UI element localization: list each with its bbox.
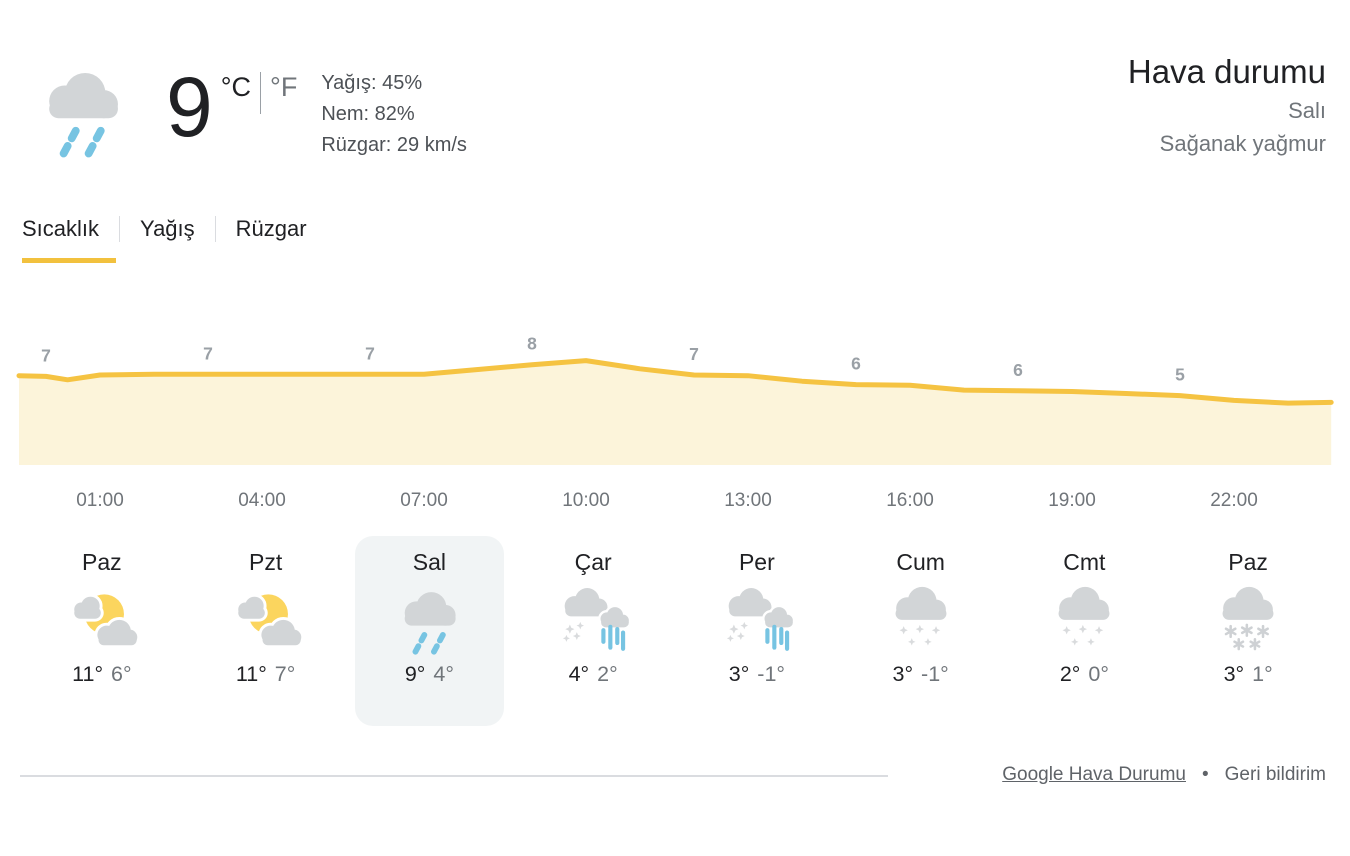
header-right: Hava durumu Salı Sağanak yağmur: [1128, 50, 1326, 160]
precipitation-stat: Yağış: 45%: [321, 72, 423, 94]
day-name: Cum: [896, 549, 945, 575]
chart-value-label: 6: [1013, 360, 1023, 380]
low-temp: 0°: [1088, 662, 1109, 686]
time-tick-label: 04:00: [238, 490, 286, 511]
time-tick-label: 22:00: [1210, 490, 1258, 511]
selected-day-label: Salı: [1288, 98, 1326, 123]
daily-forecast: Paz 11° 6° Pzt 11° 7° Sal 9° 4° Çar 4° 2…: [20, 536, 1330, 726]
forecast-day-cmt[interactable]: Cmt 2° 0°: [1010, 536, 1160, 726]
current-temperature: 9: [166, 60, 213, 154]
day-name: Per: [738, 549, 775, 575]
high-temp: 4°: [568, 662, 590, 686]
tab-precipitation[interactable]: Yağış: [140, 216, 195, 241]
snow-light-icon: [884, 584, 958, 658]
wind-stat: Rüzgar: 29 km/s: [321, 134, 467, 156]
chart-tabs: Sıcaklık Yağış Rüzgar: [22, 214, 327, 263]
day-name: Paz: [1228, 549, 1268, 575]
page-title: Hava durumu: [1127, 53, 1326, 90]
time-axis: 01:00 04:00 07:00 10:00 13:00 16:00 19:00 22:00: [0, 490, 1350, 516]
rain-cloud-icon: [32, 62, 132, 162]
day-name: Pzt: [249, 549, 283, 575]
low-temp: 2°: [597, 662, 618, 686]
tab-wind[interactable]: Rüzgar: [235, 216, 307, 241]
source-link[interactable]: Google Hava Durumu: [1002, 764, 1186, 785]
tab-divider: [214, 216, 216, 242]
day-name: Çar: [574, 549, 612, 575]
current-conditions: 9 °C °F Yağış: 45% Nem: 82% Rüzgar: 29 k…: [32, 56, 467, 162]
rain-snow-mix-icon: [720, 584, 796, 658]
chart-value-label: 7: [41, 345, 51, 365]
forecast-day-paz[interactable]: Paz 3° 1°: [1173, 536, 1323, 726]
chart-value-label: 8: [527, 334, 537, 354]
time-tick-label: 19:00: [1048, 490, 1096, 511]
high-temp: 9°: [404, 662, 426, 686]
forecast-day-çar[interactable]: Çar 4° 2°: [518, 536, 668, 726]
day-name: Cmt: [1063, 549, 1106, 575]
time-tick-label: 01:00: [76, 490, 124, 511]
low-temp: 6°: [111, 662, 132, 686]
forecast-day-sal[interactable]: Sal 9° 4°: [354, 536, 505, 726]
forecast-day-pzt[interactable]: Pzt 11° 7°: [191, 536, 341, 726]
feedback-link[interactable]: Geri bildirim: [1224, 764, 1326, 785]
low-temp: 7°: [274, 662, 296, 686]
tab-temperature[interactable]: Sıcaklık: [22, 214, 119, 263]
temperature-chart: 7 7 7 8 7 6 6 5: [0, 288, 1350, 468]
temperature-chart-svg: 7 7 7 8 7 6 6 5: [16, 334, 1334, 465]
low-temp: 4°: [433, 662, 454, 686]
chart-value-label: 7: [689, 344, 699, 364]
time-tick-label: 16:00: [886, 490, 934, 511]
chart-value-label: 7: [365, 343, 375, 363]
celsius-toggle[interactable]: °C: [220, 72, 252, 102]
high-temp: 3°: [728, 662, 750, 686]
time-tick-label: 07:00: [400, 490, 448, 511]
snow-icon: [1211, 584, 1285, 658]
fahrenheit-toggle[interactable]: °F: [270, 72, 298, 102]
chart-value-label: 5: [1175, 365, 1185, 385]
chart-area-fill: [19, 360, 1332, 465]
day-name: Paz: [82, 549, 122, 575]
forecast-day-cum[interactable]: Cum 3° -1°: [846, 536, 996, 726]
footer-divider: [20, 775, 888, 777]
time-tick-label: 13:00: [724, 490, 772, 511]
forecast-day-paz[interactable]: Paz 11° 6°: [27, 536, 177, 726]
unit-divider: [260, 72, 262, 114]
rain-icon: [392, 584, 466, 658]
snow-light-icon: [1047, 584, 1121, 658]
partly-cloudy-icon: [229, 584, 304, 658]
footer-separator: •: [1201, 764, 1209, 785]
forecast-day-per[interactable]: Per 3° -1°: [682, 536, 832, 726]
low-temp: 1°: [1252, 662, 1273, 686]
low-temp: -1°: [921, 662, 949, 686]
rain-snow-mix-icon: [556, 584, 632, 658]
partly-cloudy-icon: [65, 584, 141, 658]
current-stats: Yağış: 45% Nem: 82% Rüzgar: 29 km/s: [321, 68, 467, 161]
high-temp: 3°: [1223, 662, 1245, 686]
time-tick-label: 10:00: [562, 490, 610, 511]
high-temp: 11°: [72, 662, 104, 686]
chart-value-label: 7: [203, 343, 213, 363]
chart-value-labels: 7 7 7 8 7 6 6 5: [41, 334, 1185, 385]
tab-divider: [119, 216, 121, 242]
humidity-stat: Nem: 82%: [321, 103, 415, 125]
chart-value-label: 6: [851, 354, 861, 374]
unit-toggle: °C °F: [220, 72, 298, 114]
low-temp: -1°: [757, 662, 786, 686]
footer: Google Hava Durumu • Geri bildirim: [1002, 764, 1326, 786]
chart-line: [16, 358, 1334, 406]
condition-label: Sağanak yağmur: [1159, 131, 1326, 156]
high-temp: 2°: [1059, 662, 1081, 686]
high-temp: 11°: [235, 662, 267, 686]
high-temp: 3°: [892, 662, 914, 686]
day-name: Sal: [412, 549, 446, 575]
